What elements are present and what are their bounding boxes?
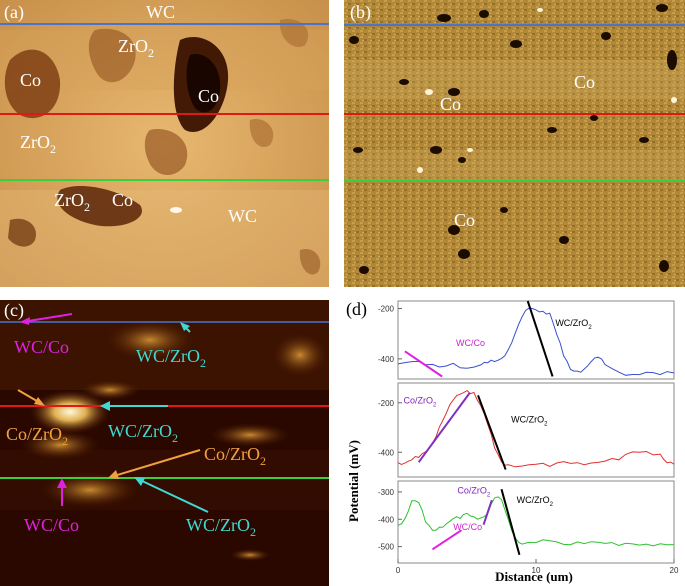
subplot-frame-1	[397, 382, 675, 478]
panel-d-letter: (d)	[346, 299, 367, 320]
label-zro2-mid-sub: 2	[50, 142, 56, 156]
red-profile	[397, 389, 675, 468]
svg-text:WC/ZrO2: WC/ZrO2	[108, 421, 178, 445]
annotation-label: WC/ZrO2	[555, 318, 592, 331]
label-wc-co-1: WC/Co	[14, 337, 69, 357]
label-co-zro2-2: Co/ZrO	[204, 444, 260, 464]
annotation-label: WC/Co	[456, 338, 485, 348]
label-wc-zro2-1: WC/ZrO	[136, 346, 200, 366]
y-tick-label: -200	[378, 305, 395, 314]
y-tick-label: -400	[378, 515, 395, 524]
arrow-wc-co-2	[57, 478, 67, 488]
svg-text:ZrO2: ZrO2	[118, 36, 154, 60]
panel-d-chart: (d) Potential (mV) Distance (um) -200 -40…	[344, 297, 685, 586]
label-wc-zro2-2: WC/ZrO	[108, 421, 172, 441]
blue-profile	[397, 307, 675, 376]
annotation-slope-line	[526, 300, 554, 377]
svg-text:ZrO2: ZrO2	[20, 132, 56, 156]
panel-a-topography: (a) WC ZrO2 Co Co ZrO2 ZrO2 Co WC	[0, 0, 329, 287]
y-tick-label: -500	[378, 543, 395, 552]
x-axis-label: Distance (um)	[495, 569, 573, 584]
panel-c-image: (c) WC/Co WC/ZrO2 Co/ZrO2 WC/ZrO2 Co/ZrO…	[0, 300, 329, 586]
green-profile	[397, 496, 675, 547]
annotation-slope-line	[404, 350, 443, 378]
panel-b-dark-spots	[349, 4, 677, 274]
potential-profile-chart: (d) Potential (mV) Distance (um) -200 -40…	[346, 299, 679, 584]
subplot-frame-2	[397, 480, 675, 564]
svg-text:WC/ZrO2: WC/ZrO2	[186, 515, 256, 539]
panel-a-letter: (a)	[4, 2, 24, 23]
y-tick-label: -400	[378, 448, 395, 457]
label-co-low: Co	[112, 190, 133, 210]
annotation-label: Co/ZrO2	[404, 396, 438, 409]
label-zro2-low-sub: 2	[84, 200, 90, 214]
arrow-wc-zro2-2	[100, 401, 110, 411]
annotation-label: WC/ZrO2	[511, 414, 548, 427]
svg-text:Co/ZrO2: Co/ZrO2	[204, 444, 266, 468]
label-co-3: Co	[454, 210, 475, 230]
label-zro2-low: ZrO	[54, 190, 84, 210]
panel-b-phase: (b) Co Co Co	[344, 0, 685, 287]
arrow-wc-zro2-1	[180, 322, 190, 331]
annotation-label: WC/Co	[453, 522, 482, 532]
annotation-slope-line	[431, 529, 463, 551]
annotation-slope-line	[500, 488, 521, 556]
svg-text:ZrO2: ZrO2	[54, 190, 90, 214]
y-tick-label: -400	[378, 355, 395, 364]
label-co-zro2-1: Co/ZrO	[6, 424, 62, 444]
label-wc-low: WC	[228, 206, 257, 226]
panel-c-letter: (c)	[4, 300, 24, 321]
x-tick-label: 10	[532, 566, 541, 575]
annotation-label: WC/ZrO2	[517, 495, 554, 508]
svg-text:Co/ZrO2: Co/ZrO2	[6, 424, 68, 448]
label-co-center: Co	[198, 86, 219, 106]
y-tick-label: -200	[378, 399, 395, 408]
panel-c-kpfm: (c) WC/Co WC/ZrO2 Co/ZrO2 WC/ZrO2 Co/ZrO…	[0, 300, 329, 586]
label-zro2-top: ZrO	[118, 36, 148, 56]
x-tick-label: 20	[670, 566, 679, 575]
arrow-co-zro2-1	[34, 397, 45, 406]
svg-text:WC/ZrO2: WC/ZrO2	[136, 346, 206, 370]
arrow-wc-zro2-3	[134, 477, 145, 486]
annotation-slope-line	[482, 499, 493, 526]
label-co-left: Co	[20, 70, 41, 90]
label-wc-zro2-3: WC/ZrO	[186, 515, 250, 535]
annotation-slope-line	[417, 392, 471, 463]
panel-b-letter: (b)	[350, 2, 371, 23]
y-tick-label: -300	[378, 488, 395, 497]
panel-b-bright-spots	[417, 8, 677, 173]
label-co-1: Co	[440, 94, 461, 114]
y-axis-label: Potential (mV)	[346, 440, 361, 522]
panel-b-image: (b) Co Co Co	[344, 0, 685, 287]
label-zro2-top-sub: 2	[148, 46, 154, 60]
label-zro2-mid: ZrO	[20, 132, 50, 152]
annotation-slope-line	[477, 395, 507, 470]
arrow-wc-co-1	[21, 313, 73, 323]
arrow-co-zro2-2	[108, 470, 119, 479]
label-wc-co-2: WC/Co	[24, 515, 79, 535]
subplot-frame-0	[397, 300, 675, 380]
label-co-2: Co	[574, 72, 595, 92]
annotation-label: Co/ZrO2	[457, 485, 491, 498]
panel-a-image: (a) WC ZrO2 Co Co ZrO2 ZrO2 Co WC	[0, 0, 329, 287]
label-wc-top: WC	[146, 2, 175, 22]
x-tick-label: 0	[396, 566, 401, 575]
